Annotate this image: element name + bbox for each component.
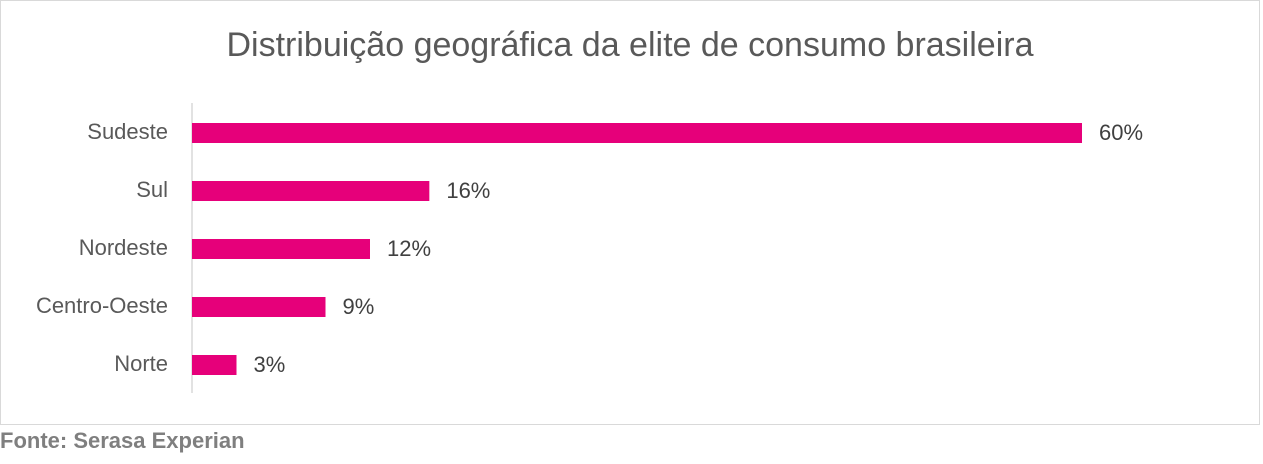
bar [192, 123, 1082, 143]
data-label: 9% [343, 294, 375, 319]
data-label: 12% [387, 236, 431, 261]
data-label: 60% [1099, 120, 1143, 145]
bar [192, 355, 237, 375]
chart-title: Distribuição geográfica da elite de cons… [227, 26, 1034, 64]
y-tick-label: Sul [136, 177, 168, 202]
y-tick-label: Norte [114, 351, 168, 376]
bar [192, 181, 430, 201]
bar [192, 239, 370, 259]
y-tick-label: Centro-Oeste [36, 293, 168, 318]
data-label: 3% [254, 352, 286, 377]
y-tick-label: Sudeste [87, 119, 168, 144]
y-tick-label: Nordeste [79, 235, 168, 260]
data-label: 16% [446, 178, 490, 203]
source-note: Fonte: Serasa Experian [0, 428, 245, 453]
bar [192, 297, 326, 317]
chart-frame [0, 0, 1260, 425]
